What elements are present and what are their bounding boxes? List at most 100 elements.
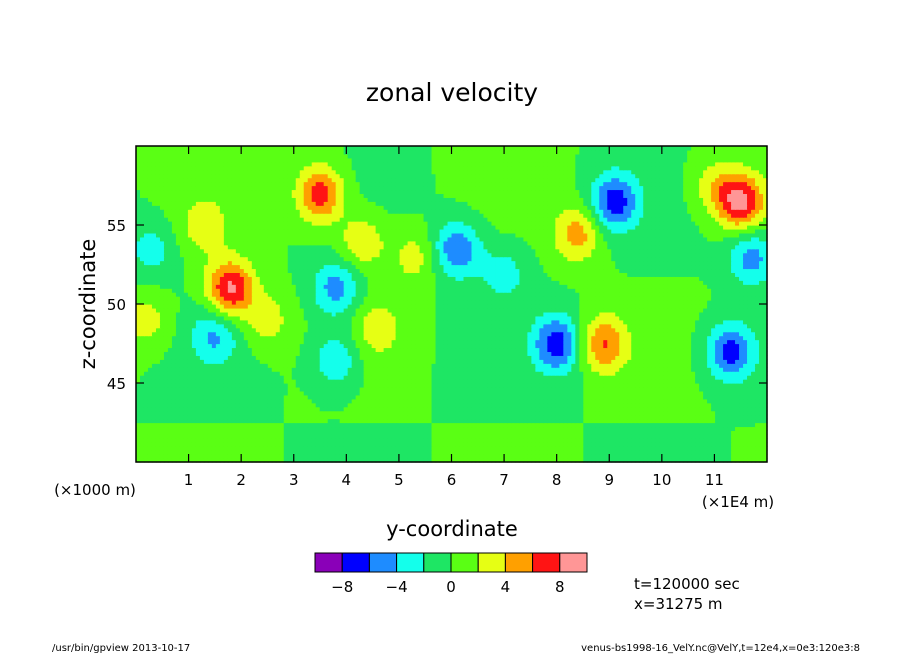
field-cell — [443, 402, 449, 408]
field-cell — [675, 383, 680, 388]
field-cell — [639, 418, 644, 424]
field-cell — [271, 379, 277, 384]
field-cell — [523, 438, 528, 443]
field-cell — [443, 414, 449, 420]
field-cell — [339, 339, 345, 345]
field-cell — [587, 430, 592, 435]
field-cell — [447, 406, 453, 412]
field-cell — [279, 454, 285, 459]
field-cell — [515, 375, 520, 380]
field-cell — [439, 418, 445, 424]
field-cell — [751, 434, 756, 439]
field-cell — [739, 438, 744, 443]
field-cell — [447, 414, 453, 420]
field-cell — [579, 367, 584, 372]
field-cell — [179, 335, 185, 341]
field-cell — [215, 359, 221, 364]
field-cell — [519, 351, 524, 356]
field-cell — [147, 394, 153, 400]
field-cell — [659, 347, 664, 352]
field-cell — [539, 434, 544, 439]
field-cell — [467, 434, 473, 439]
field-cell — [323, 430, 329, 435]
field-cell — [535, 363, 540, 368]
field-cell — [527, 347, 532, 352]
field-cell — [136, 450, 141, 455]
field-cell — [451, 418, 457, 424]
field-cell — [263, 446, 269, 451]
field-cell — [355, 367, 361, 372]
field-cell — [283, 394, 289, 400]
field-cell — [519, 438, 524, 443]
field-cell — [463, 434, 469, 439]
field-cell — [183, 390, 189, 396]
field-cell — [175, 375, 181, 380]
field-cell — [687, 410, 692, 416]
field-cell — [259, 375, 265, 380]
field-cell — [283, 402, 289, 408]
field-cell — [419, 383, 425, 388]
field-cell — [483, 347, 489, 352]
field-cell — [743, 379, 748, 384]
field-cell — [383, 406, 389, 412]
field-cell — [191, 458, 197, 463]
field-cell — [227, 383, 233, 388]
field-cell — [195, 414, 201, 420]
field-cell — [175, 386, 181, 392]
field-cell — [219, 386, 225, 392]
field-cell — [343, 430, 349, 435]
field-cell — [419, 359, 425, 364]
field-cell — [199, 454, 205, 459]
field-cell — [543, 343, 548, 349]
field-cell — [687, 442, 692, 447]
field-cell — [591, 438, 596, 443]
field-cell — [387, 359, 393, 364]
field-cell — [439, 351, 445, 356]
field-cell — [747, 410, 752, 416]
field-cell — [167, 359, 173, 364]
field-cell — [203, 410, 209, 416]
field-cell — [423, 414, 429, 420]
field-cell — [531, 438, 536, 443]
field-cell — [579, 379, 584, 384]
field-cell — [231, 426, 237, 431]
field-cell — [499, 351, 505, 356]
field-cell — [255, 414, 261, 420]
field-cell — [507, 394, 512, 400]
field-cell — [183, 375, 189, 380]
field-cell — [535, 359, 540, 364]
field-cell — [495, 386, 501, 392]
field-cell — [515, 335, 520, 341]
field-cell — [423, 390, 429, 396]
field-cell — [567, 402, 572, 408]
field-cell — [459, 450, 465, 455]
field-cell — [691, 422, 696, 428]
field-cell — [251, 414, 257, 420]
field-cell — [175, 363, 181, 368]
field-cell — [723, 351, 728, 356]
field-cell — [191, 406, 197, 412]
field-cell — [515, 430, 520, 435]
field-cell — [515, 454, 520, 459]
field-cell — [571, 351, 576, 356]
field-cell — [299, 454, 305, 459]
field-cell — [695, 351, 700, 356]
field-cell — [759, 386, 764, 392]
field-cell — [363, 406, 369, 412]
field-cell — [703, 446, 708, 451]
field-cell — [515, 434, 520, 439]
field-cell — [699, 386, 704, 392]
field-cell — [535, 390, 540, 396]
field-cell — [383, 363, 389, 368]
field-cell — [331, 442, 337, 447]
field-cell — [239, 454, 245, 459]
field-cell — [319, 406, 325, 412]
field-cell — [735, 430, 740, 435]
field-cell — [183, 363, 189, 368]
field-cell — [619, 355, 624, 360]
field-cell — [743, 438, 748, 443]
field-cell — [223, 454, 229, 459]
field-cell — [711, 343, 716, 349]
field-cell — [315, 351, 321, 356]
field-cell — [143, 406, 149, 412]
